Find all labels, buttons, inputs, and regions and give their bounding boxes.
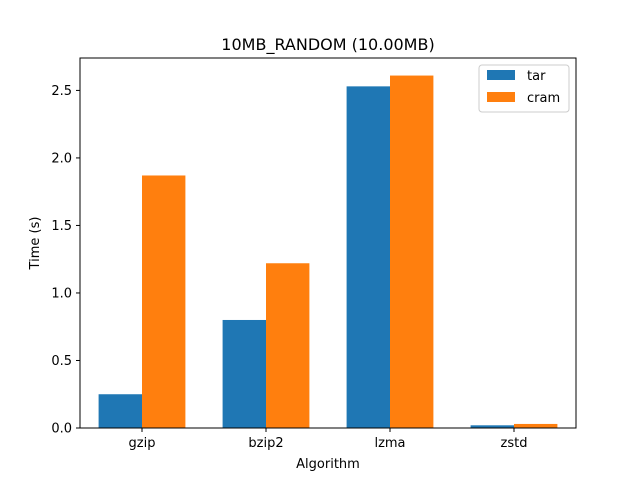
legend-swatch-cram [487,92,515,102]
legend-label-tar: tar [527,69,546,84]
bar-tar-zstd [470,425,514,428]
x-tick-label-gzip: gzip [129,436,156,451]
y-tick-label: 2.5 [51,84,72,99]
legend: tar cram [478,64,570,113]
x-axis-ticks: gzip bzip2 lzma zstd [129,428,528,451]
y-tick-label: 0.5 [51,354,72,369]
bar-tar-gzip [98,394,142,428]
legend-label-cram: cram [527,91,560,106]
x-tick-label-zstd: zstd [501,436,528,451]
y-axis-label: Time (s) [28,217,43,271]
bar-tar-bzip2 [222,319,266,428]
bar-cram-gzip [142,175,186,428]
y-tick-label: 1.5 [51,219,72,234]
bar-cram-lzma [390,75,434,428]
bar-cram-zstd [514,423,558,428]
y-axis-ticks: 0.0 0.5 1.0 1.5 2.0 2.5 [51,84,80,437]
y-tick-label: 1.0 [51,286,72,301]
bar-cram-bzip2 [266,263,310,428]
y-tick-label: 0.0 [51,422,72,437]
bars-layer [98,75,558,428]
plot-frame [79,57,577,429]
x-tick-label-bzip2: bzip2 [248,436,283,451]
legend-swatch-tar [487,70,515,80]
y-tick-label: 2.0 [51,151,72,166]
chart-title: 10MB_RANDOM (10.00MB) [221,35,434,55]
x-axis-label: Algorithm [296,457,360,472]
x-tick-label-lzma: lzma [374,436,405,451]
bar-tar-lzma [346,86,390,428]
